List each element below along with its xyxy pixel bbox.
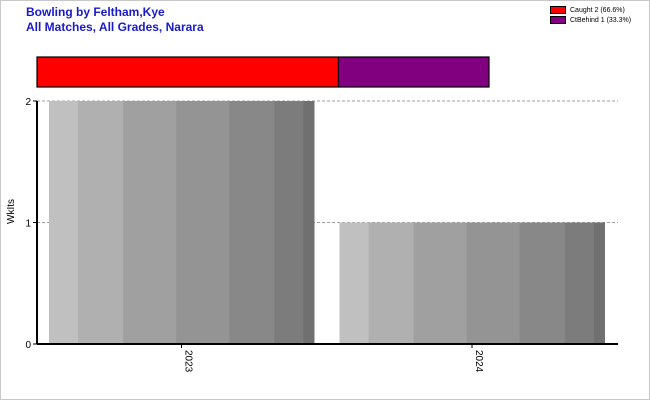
stack-bar-outline [36,56,490,88]
bar-strip [229,101,275,344]
legend-swatch-caught [550,6,566,14]
bar-strip [564,222,595,344]
bar-strip [519,222,566,344]
bar-strip [339,222,370,344]
bar-2024 [339,222,605,344]
y-axis-label: WkIts [6,199,17,224]
bar-strip [303,101,315,344]
y-tick-label: 0 [25,340,31,351]
x-tick-label-2023: 2023 [183,350,194,373]
y-tick-label: 2 [25,97,31,108]
legend-label-ctbehind: CtBehind 1 (33.3%) [570,16,632,24]
stack-segment-ctbehind [338,57,489,87]
bar-strip [413,222,468,344]
chart-title: Bowling by Feltham,Kye [26,5,165,19]
bar-strip [466,222,521,344]
bar-strip [593,222,605,344]
y-tick-label: 1 [25,219,31,230]
legend-item-ctbehind: CtBehind 1 (33.3%) [550,15,631,25]
stack-segment-caught [37,57,339,87]
bar-strip [49,101,79,344]
chart-subtitle: All Matches, All Grades, Narara [26,20,204,34]
bar-strip [274,101,304,344]
bar-strip [123,101,177,344]
bar-2023 [49,101,315,344]
bar-strip [78,101,124,344]
bar-strip [368,222,415,344]
legend: Caught 2 (66.6%) CtBehind 1 (33.3%) [550,5,631,25]
legend-item-caught: Caught 2 (66.6%) [550,5,631,15]
legend-label-caught: Caught 2 (66.6%) [570,6,625,14]
bar-strip [176,101,230,344]
legend-swatch-ctbehind [550,16,566,24]
x-tick-label-2024: 2024 [473,350,484,373]
